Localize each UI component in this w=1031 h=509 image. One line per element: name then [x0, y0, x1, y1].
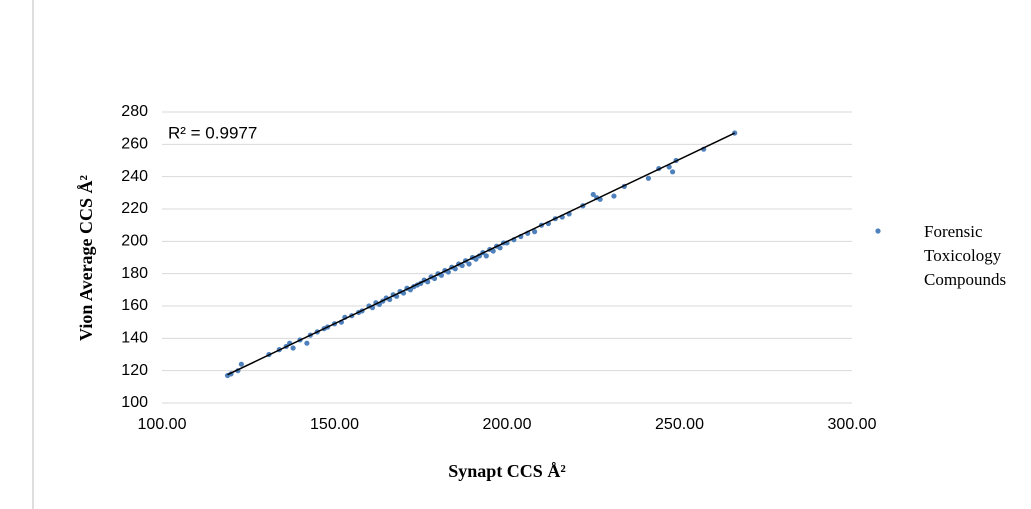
legend-marker — [875, 228, 881, 234]
y-tick-label: 260 — [121, 136, 148, 153]
data-point — [483, 253, 489, 259]
y-tick-label: 200 — [121, 233, 148, 250]
x-tick-label: 150.00 — [310, 416, 359, 433]
x-tick-label: 200.00 — [483, 416, 532, 433]
data-point — [497, 245, 503, 251]
y-tick-label: 100 — [121, 394, 148, 411]
data-point — [473, 256, 479, 262]
y-tick-label: 180 — [121, 265, 148, 282]
y-tick-label: 220 — [121, 200, 148, 217]
x-tick-label: 100.00 — [138, 416, 187, 433]
x-tick-label: 250.00 — [655, 416, 704, 433]
data-point — [290, 345, 296, 351]
data-point — [611, 193, 617, 199]
data-point — [238, 361, 244, 367]
y-tick-label: 280 — [121, 103, 148, 120]
data-point — [490, 248, 496, 254]
legend-label: Forensic Toxicology Compounds — [924, 222, 1007, 289]
data-point — [532, 229, 538, 235]
x-tick-label: 300.00 — [828, 416, 877, 433]
data-point — [670, 169, 676, 175]
y-tick-label: 140 — [121, 330, 148, 347]
x-axis-title: Synapt CCS Å² — [448, 461, 565, 481]
data-point — [645, 175, 652, 181]
y-tick-label: 160 — [121, 297, 148, 314]
y-axis-title: Vion Average CCS Å² — [76, 175, 96, 341]
data-point — [590, 191, 596, 198]
y-tick-label: 120 — [121, 362, 148, 379]
trendline — [227, 132, 736, 376]
y-tick-label: 240 — [121, 168, 148, 185]
data-point — [732, 130, 738, 136]
r-squared: R² = 0.9977 — [168, 123, 257, 142]
data-point — [466, 261, 472, 267]
data-point — [304, 340, 310, 346]
